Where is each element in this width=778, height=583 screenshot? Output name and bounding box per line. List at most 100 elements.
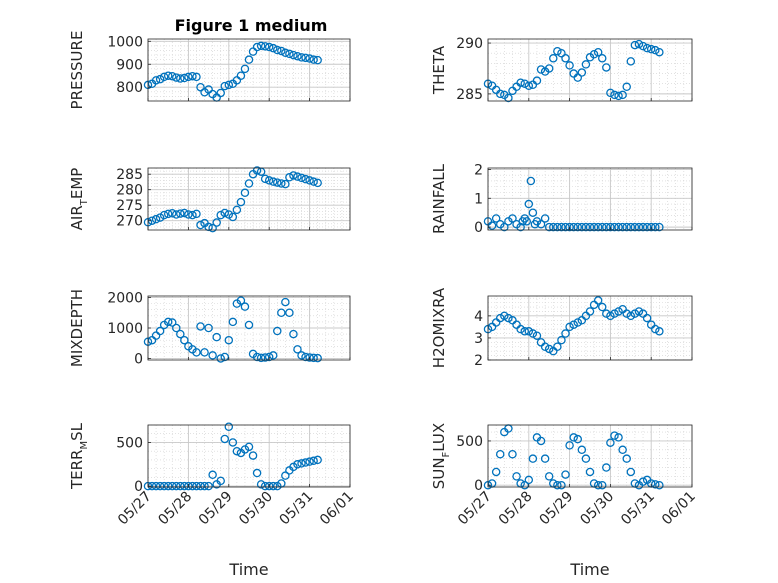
data-point (577, 222, 587, 232)
data-point (232, 205, 242, 215)
data-point (561, 222, 570, 232)
data-point (622, 82, 631, 92)
data-point (569, 433, 578, 442)
data-point (309, 55, 318, 64)
data-point (618, 222, 627, 232)
data-point (487, 221, 497, 230)
data-point (614, 307, 623, 316)
data-point (180, 73, 189, 83)
y-axis-label: SUNFLUX (430, 423, 452, 489)
data-point (655, 222, 664, 232)
y-tick-label: 2000 (107, 291, 143, 307)
data-point (305, 176, 314, 185)
y-axis-label: PRESSURE (68, 31, 86, 110)
data-point (159, 72, 169, 82)
data-point (260, 42, 270, 51)
data-point (172, 323, 181, 333)
data-point (184, 210, 193, 219)
data-point (159, 210, 169, 220)
data-point (252, 352, 262, 362)
data-point (565, 222, 574, 232)
data-point (622, 454, 631, 463)
data-point (634, 39, 644, 49)
data-point (273, 45, 282, 55)
data-point (593, 296, 603, 305)
y-tick-label: 285 (456, 87, 483, 103)
data-point (216, 476, 225, 486)
data-point (167, 318, 177, 327)
data-point (655, 327, 664, 336)
axes-box (487, 424, 693, 488)
data-point (520, 79, 529, 88)
data-point (655, 47, 664, 57)
data-point (309, 456, 318, 466)
data-point (597, 54, 607, 63)
data-point (301, 352, 310, 362)
data-point (614, 222, 623, 232)
data-point (163, 71, 173, 80)
data-point (585, 307, 595, 316)
data-point (301, 458, 310, 467)
data-point (244, 55, 254, 64)
data-point (236, 197, 246, 207)
y-tick-label: 4 (474, 309, 483, 325)
data-point (581, 60, 591, 69)
data-point (504, 93, 513, 103)
data-point (196, 322, 205, 331)
data-point (536, 65, 546, 74)
data-point (573, 222, 583, 232)
data-point (549, 222, 558, 232)
data-point (264, 176, 274, 185)
data-point (557, 222, 566, 232)
y-tick-label: 2 (474, 162, 483, 178)
y-axis-label: MIXDEPTH (68, 289, 86, 367)
y-tick-label: 0 (134, 479, 143, 495)
data-point (313, 55, 322, 65)
data-point (176, 209, 185, 218)
data-point (630, 40, 640, 50)
data-point (289, 171, 298, 180)
data-point (188, 71, 197, 81)
y-tick-label: 1000 (107, 321, 143, 337)
data-point (500, 311, 509, 321)
y-tick-label: 285 (116, 167, 143, 183)
y-axis-label: THETA (430, 45, 448, 95)
data-point (224, 80, 234, 90)
data-point (614, 91, 623, 101)
data-point (192, 209, 201, 219)
data-point (561, 329, 570, 338)
data-point (565, 441, 574, 450)
data-point (553, 222, 562, 232)
data-point (268, 43, 278, 53)
data-point (532, 76, 542, 85)
data-point (585, 467, 595, 477)
data-point (167, 71, 177, 81)
subplot-6: 2 3 4 H2OMIXRA (430, 287, 693, 369)
data-point (573, 73, 583, 82)
data-point (256, 480, 266, 489)
data-point (208, 470, 217, 480)
data-point (544, 222, 554, 232)
data-point (602, 309, 611, 318)
data-point (495, 449, 505, 459)
data-point (626, 222, 636, 232)
data-point (593, 222, 603, 232)
data-point (536, 436, 546, 446)
data-point (293, 345, 302, 354)
y-tick-label: 0 (134, 351, 143, 367)
data-point (309, 353, 318, 363)
data-point (248, 451, 258, 460)
data-point (240, 64, 250, 74)
axes-box (147, 424, 351, 488)
data-point (256, 41, 266, 51)
data-point (634, 307, 644, 316)
y-tick-label: 1000 (107, 34, 143, 50)
y-tick-label: 1 (474, 191, 483, 207)
data-point (524, 327, 534, 336)
data-point (196, 481, 205, 491)
data-point (526, 176, 536, 186)
data-point (252, 42, 262, 52)
data-point (512, 472, 521, 481)
data-point (151, 481, 161, 491)
